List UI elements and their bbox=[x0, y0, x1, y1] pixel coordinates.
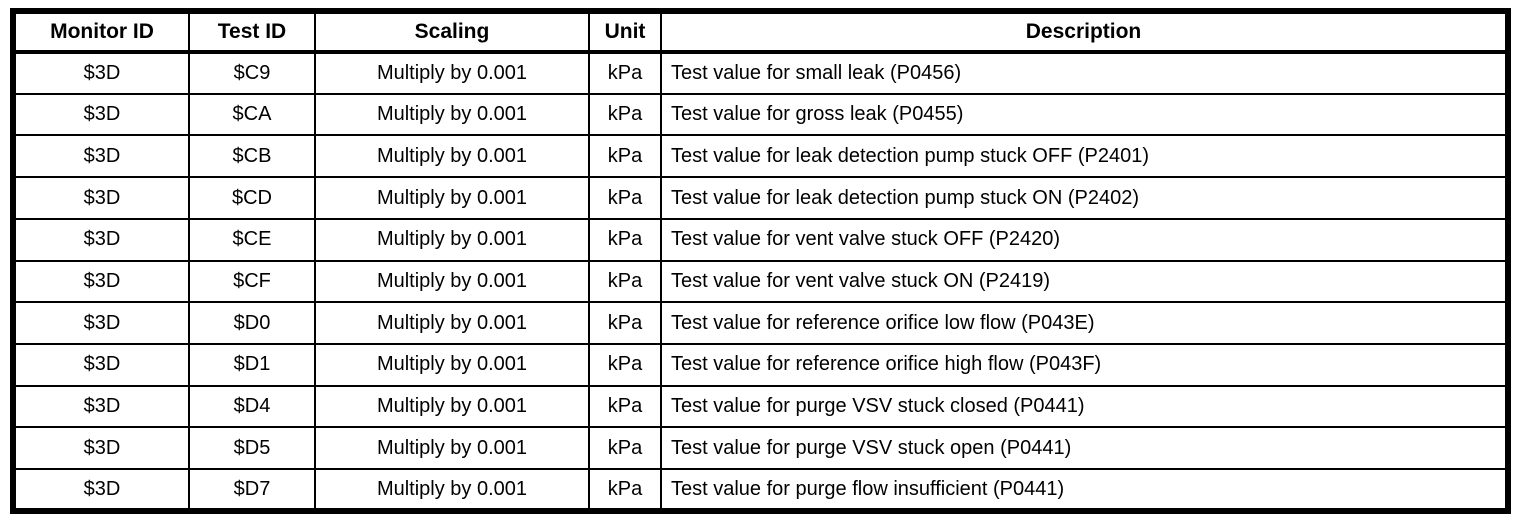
table-row: $3D $CA Multiply by 0.001 kPa Test value for… bbox=[12, 92, 1509, 137]
column-header-test_id: Test ID bbox=[188, 10, 316, 54]
cell-scaling: Multiply by 0.001 bbox=[314, 301, 590, 346]
table-row: $3D $D4 Multiply by 0.001 kPa Test value for… bbox=[12, 384, 1509, 429]
cell-monitor_id: $3D bbox=[12, 343, 190, 387]
table-row: $3D $D0 Multiply by 0.001 kPa Test value for… bbox=[12, 301, 1509, 346]
cell-monitor_id: $3D bbox=[12, 259, 190, 304]
cell-unit: kPa bbox=[588, 176, 662, 220]
cell-description: Test value for purge flow insufficient (… bbox=[660, 468, 1509, 512]
cell-monitor_id: $3D bbox=[12, 51, 190, 95]
table-row: $3D $CD Multiply by 0.001 kPa Test value for… bbox=[12, 176, 1509, 220]
cell-unit: kPa bbox=[588, 51, 662, 95]
cell-unit: kPa bbox=[588, 343, 662, 387]
cell-test_id: $D1 bbox=[188, 343, 316, 387]
cell-scaling: Multiply by 0.001 bbox=[314, 134, 590, 179]
table-row: $3D $CE Multiply by 0.001 kPa Test value for… bbox=[12, 217, 1509, 262]
table-body: $3D $C9 Multiply by 0.001 kPa Test value for… bbox=[12, 51, 1509, 512]
cell-test_id: $CF bbox=[188, 259, 316, 304]
cell-scaling: Multiply by 0.001 bbox=[314, 426, 590, 471]
cell-monitor_id: $3D bbox=[12, 134, 190, 179]
header-row: Monitor ID Test ID Scaling Unit Description bbox=[12, 10, 1509, 54]
table-row: $3D $D7 Multiply by 0.001 kPa Test value for… bbox=[12, 468, 1509, 512]
cell-monitor_id: $3D bbox=[12, 176, 190, 220]
test-id-table: Monitor ID Test ID Scaling Unit Description … bbox=[10, 8, 1511, 514]
table-row: $3D $D1 Multiply by 0.001 kPa Test value for… bbox=[12, 343, 1509, 387]
cell-unit: kPa bbox=[588, 259, 662, 304]
table-row: $3D $CB Multiply by 0.001 kPa Test value for… bbox=[12, 134, 1509, 179]
table-head: Monitor ID Test ID Scaling Unit Description bbox=[12, 10, 1509, 54]
table-row: $3D $C9 Multiply by 0.001 kPa Test value for… bbox=[12, 51, 1509, 95]
cell-description: Test value for leak detection pump stuck… bbox=[660, 176, 1509, 220]
cell-test_id: $CB bbox=[188, 134, 316, 179]
cell-test_id: $CE bbox=[188, 217, 316, 262]
cell-test_id: $D0 bbox=[188, 301, 316, 346]
column-header-description: Description bbox=[660, 10, 1509, 54]
cell-monitor_id: $3D bbox=[12, 92, 190, 137]
cell-unit: kPa bbox=[588, 217, 662, 262]
cell-scaling: Multiply by 0.001 bbox=[314, 51, 590, 95]
cell-description: Test value for leak detection pump stuck… bbox=[660, 134, 1509, 179]
cell-monitor_id: $3D bbox=[12, 384, 190, 429]
cell-scaling: Multiply by 0.001 bbox=[314, 92, 590, 137]
cell-scaling: Multiply by 0.001 bbox=[314, 259, 590, 304]
cell-scaling: Multiply by 0.001 bbox=[314, 176, 590, 220]
cell-test_id: $D4 bbox=[188, 384, 316, 429]
cell-unit: kPa bbox=[588, 134, 662, 179]
cell-scaling: Multiply by 0.001 bbox=[314, 384, 590, 429]
cell-description: Test value for gross leak (P0455) bbox=[660, 92, 1509, 137]
cell-description: Test value for vent valve stuck OFF (P24… bbox=[660, 217, 1509, 262]
cell-monitor_id: $3D bbox=[12, 468, 190, 512]
cell-test_id: $C9 bbox=[188, 51, 316, 95]
cell-unit: kPa bbox=[588, 426, 662, 471]
column-header-scaling: Scaling bbox=[314, 10, 590, 54]
cell-test_id: $D5 bbox=[188, 426, 316, 471]
cell-test_id: $CD bbox=[188, 176, 316, 220]
cell-monitor_id: $3D bbox=[12, 301, 190, 346]
cell-description: Test value for small leak (P0456) bbox=[660, 51, 1509, 95]
cell-monitor_id: $3D bbox=[12, 217, 190, 262]
table-row: $3D $D5 Multiply by 0.001 kPa Test value for… bbox=[12, 426, 1509, 471]
cell-unit: kPa bbox=[588, 384, 662, 429]
column-header-unit: Unit bbox=[588, 10, 662, 54]
cell-unit: kPa bbox=[588, 468, 662, 512]
cell-description: Test value for vent valve stuck ON (P241… bbox=[660, 259, 1509, 304]
cell-description: Test value for purge VSV stuck closed (P… bbox=[660, 384, 1509, 429]
column-header-monitor_id: Monitor ID bbox=[12, 10, 190, 54]
cell-scaling: Multiply by 0.001 bbox=[314, 217, 590, 262]
cell-unit: kPa bbox=[588, 301, 662, 346]
cell-description: Test value for reference orifice high fl… bbox=[660, 343, 1509, 387]
cell-unit: kPa bbox=[588, 92, 662, 137]
cell-test_id: $D7 bbox=[188, 468, 316, 512]
cell-description: Test value for purge VSV stuck open (P04… bbox=[660, 426, 1509, 471]
cell-scaling: Multiply by 0.001 bbox=[314, 343, 590, 387]
cell-test_id: $CA bbox=[188, 92, 316, 137]
cell-description: Test value for reference orifice low flo… bbox=[660, 301, 1509, 346]
table-row: $3D $CF Multiply by 0.001 kPa Test value for… bbox=[12, 259, 1509, 304]
cell-scaling: Multiply by 0.001 bbox=[314, 468, 590, 512]
cell-monitor_id: $3D bbox=[12, 426, 190, 471]
